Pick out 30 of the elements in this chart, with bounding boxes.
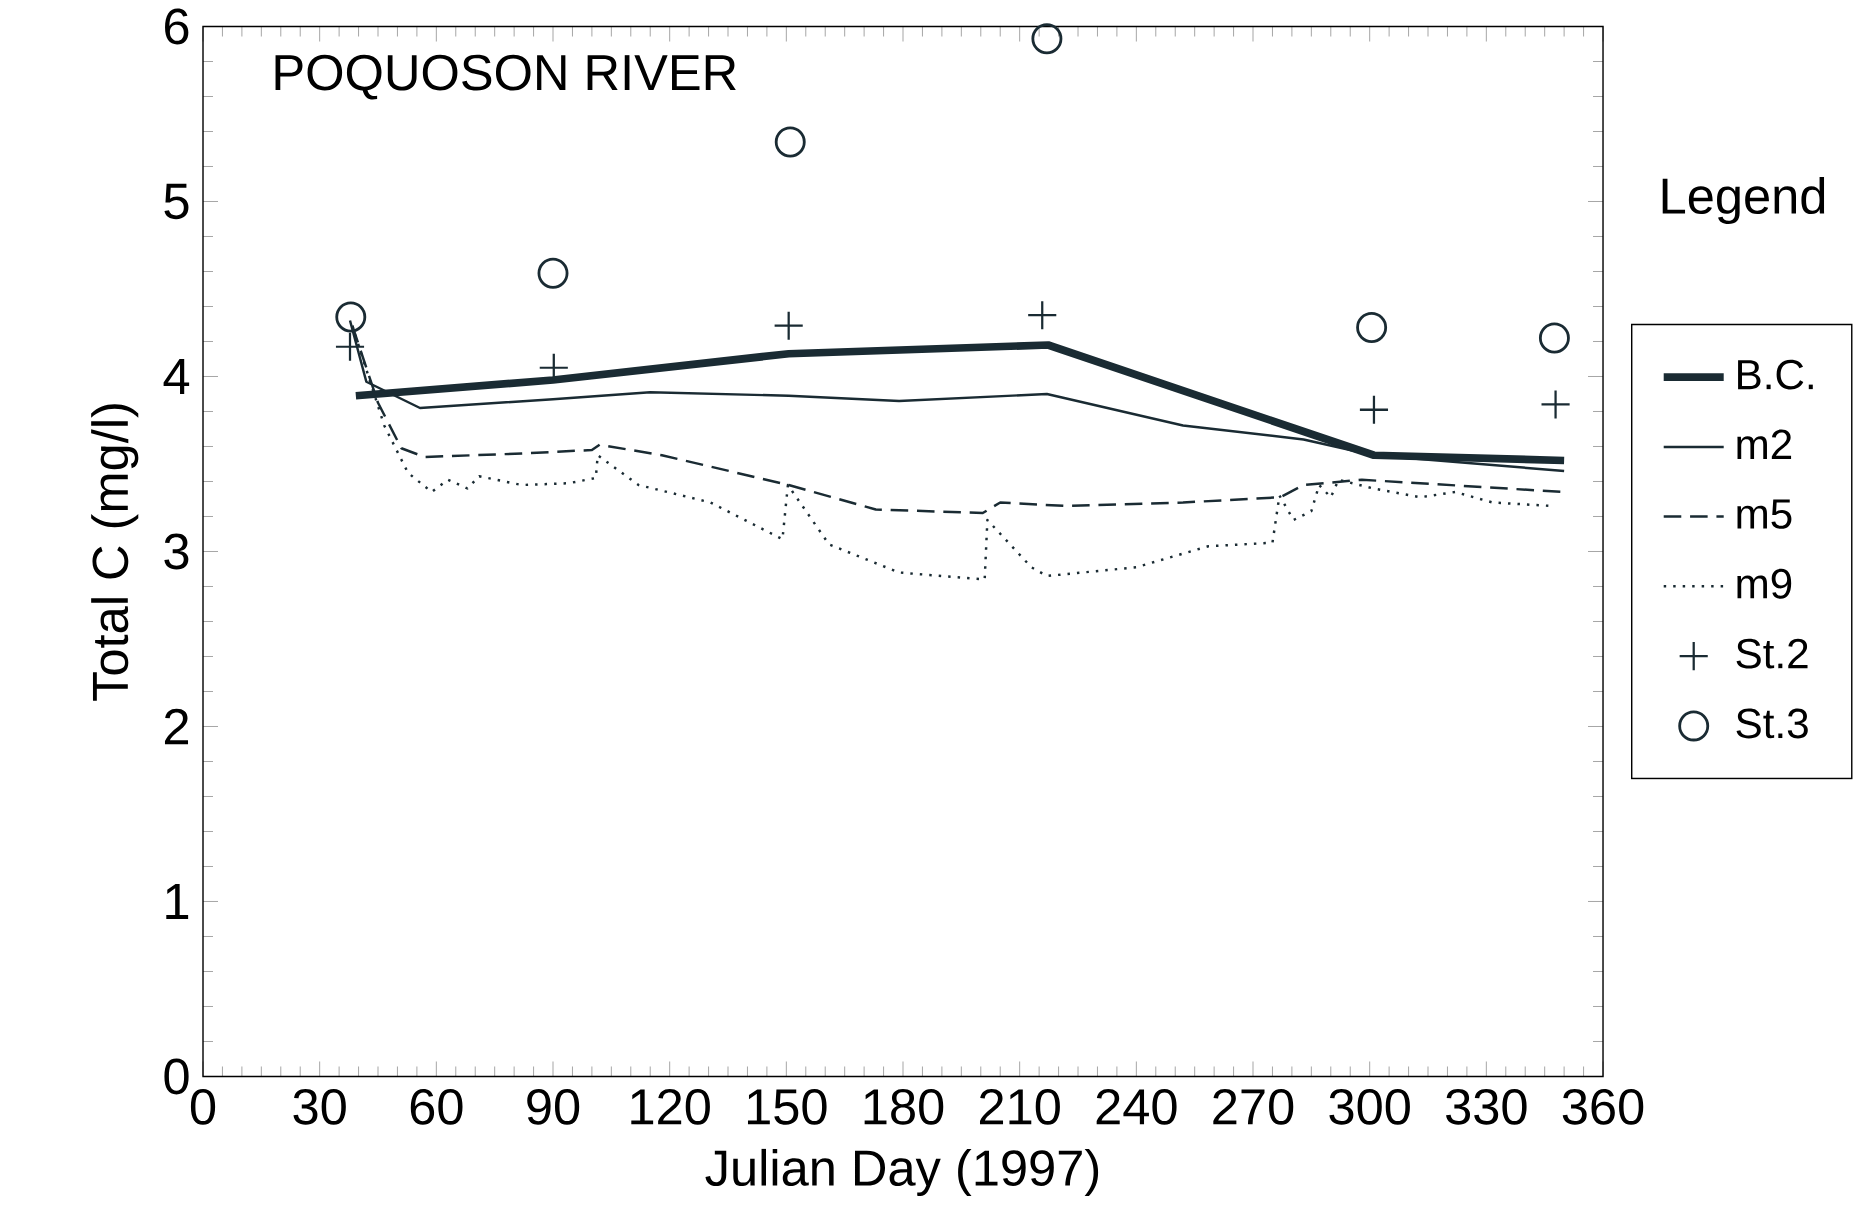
x-tick-label: 180 bbox=[864, 1088, 944, 1125]
x-tick-label: 0 bbox=[190, 1088, 216, 1125]
legend-title: Legend bbox=[1662, 176, 1825, 225]
legend-label: m5 bbox=[1737, 499, 1792, 529]
x-tick-label: 270 bbox=[1213, 1088, 1294, 1125]
x-tick-label: 240 bbox=[1096, 1088, 1177, 1125]
y-tick-label: 3 bbox=[164, 533, 189, 570]
y-tick-label: 0 bbox=[164, 1058, 189, 1095]
y-tick-label: 2 bbox=[164, 708, 189, 745]
x-tick-label: 360 bbox=[1562, 1088, 1644, 1125]
x-tick-label: 210 bbox=[979, 1088, 1060, 1125]
legend-label: St.2 bbox=[1736, 638, 1808, 669]
x-tick-label: 300 bbox=[1329, 1088, 1410, 1125]
x-tick-label: 90 bbox=[527, 1088, 580, 1125]
x-tick-label: 60 bbox=[410, 1088, 463, 1125]
y-tick-label: 6 bbox=[165, 8, 189, 45]
y-axis-title: Total C (mg/l) bbox=[91, 404, 139, 701]
y-tick-label: 4 bbox=[163, 359, 190, 394]
annotation: POQUOSON RIVER bbox=[275, 54, 736, 100]
legend-label: B.C. bbox=[1738, 359, 1813, 390]
legend-label: m2 bbox=[1737, 429, 1792, 460]
y-tick-label: 1 bbox=[166, 884, 189, 919]
x-tick-label: 30 bbox=[293, 1088, 346, 1125]
y-tick-label: 5 bbox=[164, 183, 189, 220]
x-tick-label: 120 bbox=[631, 1088, 710, 1125]
x-tick-label: 330 bbox=[1446, 1088, 1527, 1125]
x-tick-label: 150 bbox=[747, 1088, 827, 1125]
legend-label: St.3 bbox=[1736, 708, 1808, 739]
x-axis-title: Julian Day (1997) bbox=[705, 1148, 1099, 1197]
legend-label: m9 bbox=[1737, 568, 1792, 599]
